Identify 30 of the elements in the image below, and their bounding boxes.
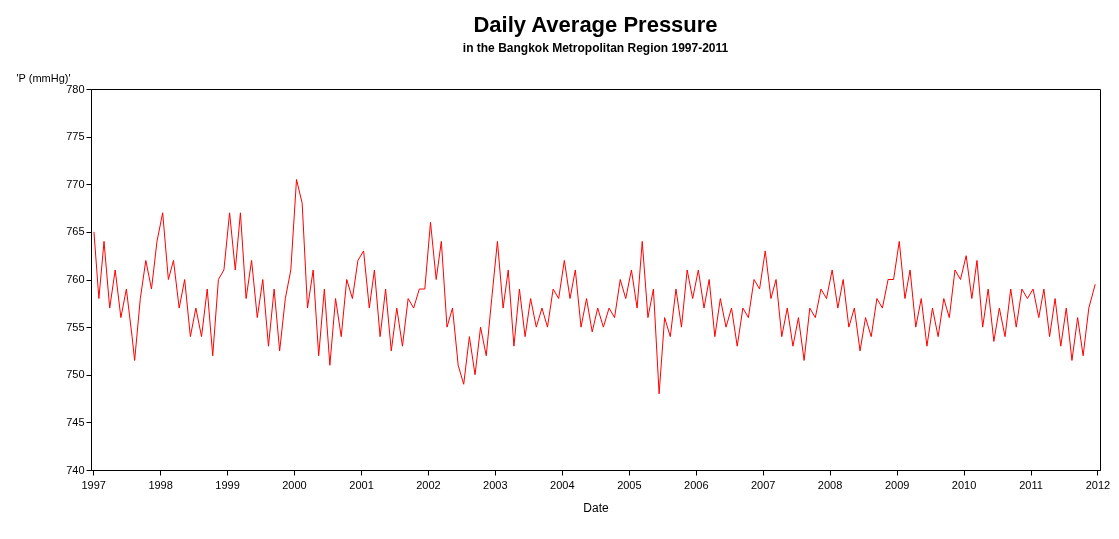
x-tick-label: 2002 [416,478,441,491]
y-axis-title: 'P (mmHg)' [16,71,71,84]
x-tick-label: 2009 [884,478,910,491]
y-tick-label: 765 [66,225,85,238]
x-tick-label: 2004 [550,478,575,491]
x-tick-label: 2007 [750,478,776,491]
y-tick-label: 740 [66,463,85,476]
x-tick-label: 1999 [215,478,240,491]
line-series [93,178,1096,395]
y-tick-label: 755 [66,320,85,333]
y-tick-label: 750 [66,368,85,381]
y-tick-label: 780 [66,82,85,95]
x-tick-label: 2006 [684,478,709,491]
x-tick-label: 2010 [951,478,977,491]
x-tick-label: 2011 [1019,478,1043,491]
chart-title: Daily Average Pressure [473,12,718,37]
x-tick-label: 2012 [1085,478,1111,491]
y-tick-label: 760 [66,273,85,285]
x-tick-label: 2003 [483,478,508,491]
chart-subtitle: in the Bangkok Metropolitan Region 1997-2011 [462,41,729,55]
y-tick-label: 770 [66,177,85,190]
y-tick-label: 745 [66,415,85,428]
x-tick-label: 1997 [81,478,106,491]
x-tick-label: 2008 [817,478,843,491]
x-tick-label: 2000 [282,478,307,491]
x-tick-label: 1998 [148,478,173,491]
x-tick-label: 2001 [349,478,374,491]
x-tick-label: 2005 [617,478,642,491]
y-tick-label: 775 [66,130,85,143]
x-axis-title: Date [583,500,609,515]
